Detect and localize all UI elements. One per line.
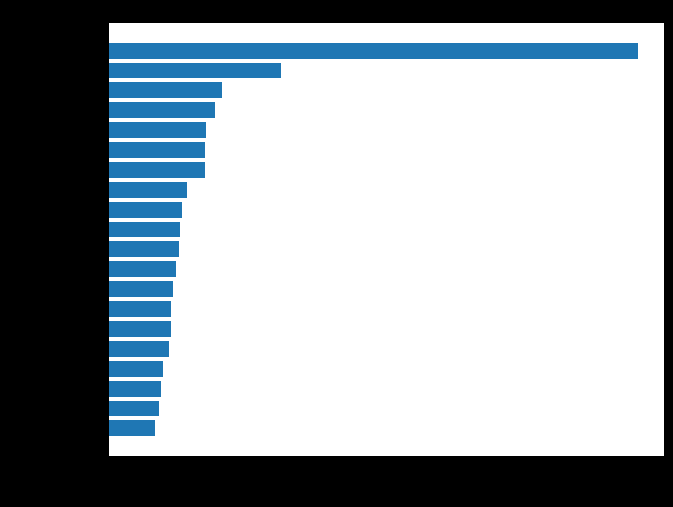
bar [109, 161, 205, 178]
bar [109, 42, 638, 59]
y-axis-label-area [0, 0, 108, 507]
x-axis-label-area [0, 458, 673, 507]
bar [109, 181, 188, 198]
bar [109, 201, 183, 218]
bar [109, 82, 223, 99]
bar [109, 321, 171, 337]
bar [109, 241, 180, 258]
bar [109, 261, 177, 278]
bar [109, 400, 159, 417]
bar [109, 380, 161, 397]
bar [109, 281, 173, 298]
bar [109, 221, 181, 238]
bar [109, 360, 163, 377]
chart-title-area [108, 0, 673, 22]
bar [109, 62, 282, 79]
bar [109, 420, 155, 437]
bar [109, 102, 215, 119]
plot-area [108, 22, 665, 457]
bar [109, 142, 206, 158]
bar [109, 301, 171, 318]
bar [109, 122, 207, 139]
bar [109, 340, 169, 357]
